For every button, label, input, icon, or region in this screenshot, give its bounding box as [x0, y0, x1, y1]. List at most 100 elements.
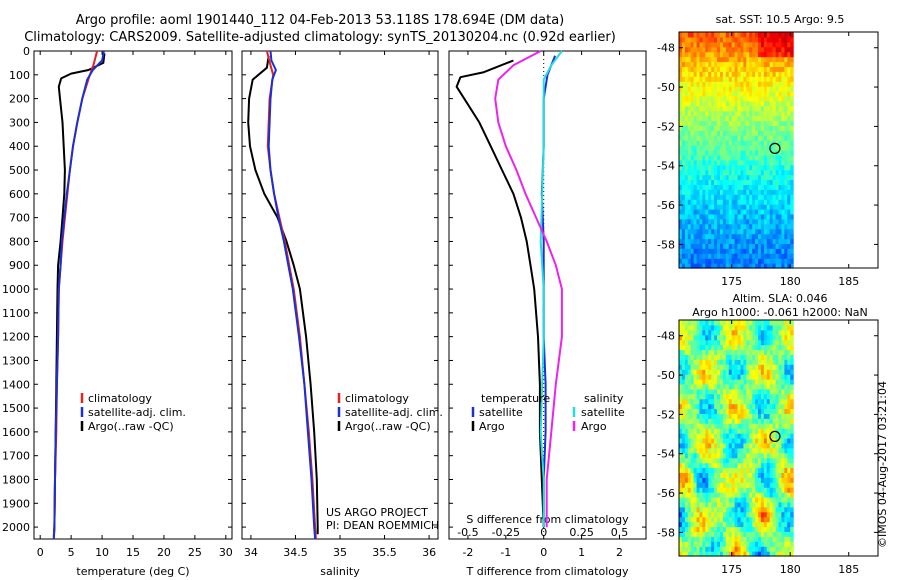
- map-y-tick-label: -50: [657, 81, 675, 94]
- y-tick-label: 1100: [2, 307, 30, 320]
- x2-tick-label: 0.5: [611, 526, 629, 539]
- map-y-tick-label: -58: [657, 526, 675, 539]
- series-line-argo-raw-qc-: [247, 55, 319, 535]
- x-tick-label: 20: [157, 546, 171, 559]
- y-tick-label: 0: [23, 45, 30, 58]
- map-y-tick-label: -50: [657, 369, 675, 382]
- map-y-tick-label: -54: [657, 160, 675, 173]
- sla-map-title: Altim. SLA: 0.046: [732, 292, 828, 305]
- map-y-tick-label: -54: [657, 448, 675, 461]
- sst-heatmap: [679, 32, 794, 269]
- y-tick-label: 1700: [2, 450, 30, 463]
- sla-heatmap: [679, 320, 794, 557]
- series-line-satellite-adj-clim-: [267, 50, 317, 540]
- plot-frame-2: [448, 50, 647, 540]
- x2-tick-label: -0.25: [492, 526, 520, 539]
- x-tick-label: 0: [540, 546, 547, 559]
- map-x-tick-label: 180: [780, 563, 801, 576]
- y-tick-label: 1200: [2, 331, 30, 344]
- x-axis-label: salinity: [320, 565, 360, 578]
- legend-label: climatology: [88, 392, 152, 405]
- sst-map-title: sat. SST: 10.5 Argo: 9.5: [715, 13, 845, 26]
- chart-title-line2: Climatology: CARS2009. Satellite-adjuste…: [24, 30, 616, 45]
- y-tick-label: 600: [9, 188, 30, 201]
- legend-label: satellite: [479, 406, 523, 419]
- x2-axis-label: S difference from climatology: [466, 513, 629, 526]
- x-tick-label: 1: [578, 546, 585, 559]
- series-line-climatology: [52, 50, 99, 540]
- series-line-s-argo: [494, 50, 563, 528]
- map-frame: [678, 31, 879, 269]
- series-line-t-argo: [455, 59, 545, 528]
- y-tick-label: 1300: [2, 354, 30, 367]
- map-y-tick-label: -48: [657, 42, 675, 55]
- sla-map-subtitle: Argo h1000: -0.061 h2000: NaN: [692, 306, 868, 319]
- y-tick-label: 100: [9, 69, 30, 82]
- series-line-t-satellite: [540, 55, 557, 528]
- legend-label: satellite: [581, 406, 625, 419]
- y-tick-label: 1600: [2, 426, 30, 439]
- map-y-tick-label: -56: [657, 487, 675, 500]
- x2-tick-label: 0.25: [569, 526, 594, 539]
- series-line-s-satellite: [539, 50, 563, 528]
- plot-frame-0: [33, 50, 233, 540]
- legend-label: Argo: [479, 420, 505, 433]
- y-tick-label: 900: [9, 259, 30, 272]
- x-tick-label: 25: [188, 546, 202, 559]
- legend-label: Argo: [581, 420, 607, 433]
- x-tick-label: 10: [95, 546, 109, 559]
- y-tick-label: 2000: [2, 521, 30, 534]
- map-x-tick-label: 175: [721, 275, 742, 288]
- x-tick-label: 35: [333, 546, 347, 559]
- legend-label: satellite-adj. clim.: [88, 406, 186, 419]
- x-tick-label: 5: [68, 546, 75, 559]
- x-tick-label: -1: [500, 546, 511, 559]
- y-tick-label: 1500: [2, 402, 30, 415]
- y-tick-label: 1900: [2, 497, 30, 510]
- map-y-tick-label: -52: [657, 408, 675, 421]
- x-tick-label: -2: [462, 546, 473, 559]
- x2-tick-label: -0.5: [457, 526, 478, 539]
- map-y-tick-label: -58: [657, 238, 675, 251]
- y-tick-label: 200: [9, 93, 30, 106]
- x-tick-label: 35.5: [372, 546, 397, 559]
- x-axis-label: T difference from climatology: [466, 565, 629, 578]
- legend-header: salinity: [584, 392, 624, 405]
- series-line-satellite-adj-clim-: [52, 50, 105, 540]
- chart-title-line1: Argo profile: aoml 1901440_112 04-Feb-20…: [75, 13, 565, 28]
- y-tick-label: 1000: [2, 283, 30, 296]
- legend-label: satellite-adj. clim.: [345, 406, 443, 419]
- x2-tick-label: 0: [540, 526, 547, 539]
- map-y-tick-label: -56: [657, 199, 675, 212]
- series-line-argo-raw-qc-: [52, 53, 106, 537]
- x-tick-label: 30: [219, 546, 233, 559]
- x-axis-label: temperature (deg C): [76, 565, 189, 578]
- map-x-tick-label: 185: [838, 563, 859, 576]
- float-position-marker: [769, 142, 781, 154]
- x-tick-label: 0: [37, 546, 44, 559]
- y-tick-label: 300: [9, 116, 30, 129]
- map-x-tick-label: 185: [838, 275, 859, 288]
- x-tick-label: 34: [244, 546, 258, 559]
- legend-label: Argo(..raw -QC): [345, 420, 431, 433]
- map-x-tick-label: 180: [780, 275, 801, 288]
- map-frame: [678, 319, 879, 557]
- legend-label: Argo(..raw -QC): [88, 420, 174, 433]
- y-tick-label: 500: [9, 164, 30, 177]
- y-tick-label: 700: [9, 212, 30, 225]
- y-tick-label: 1800: [2, 473, 30, 486]
- project-annotation: US ARGO PROJECT: [326, 506, 428, 519]
- legend-header: temperature: [481, 392, 550, 405]
- map-y-tick-label: -48: [657, 330, 675, 343]
- y-tick-label: 1400: [2, 378, 30, 391]
- x-tick-label: 2: [616, 546, 623, 559]
- map-x-tick-label: 175: [721, 563, 742, 576]
- map-y-tick-label: -52: [657, 120, 675, 133]
- x-tick-label: 15: [126, 546, 140, 559]
- legend-label: climatology: [345, 392, 409, 405]
- float-position-marker: [769, 430, 781, 442]
- series-line-climatology: [265, 50, 317, 540]
- y-tick-label: 400: [9, 140, 30, 153]
- x-tick-label: 34.5: [283, 546, 308, 559]
